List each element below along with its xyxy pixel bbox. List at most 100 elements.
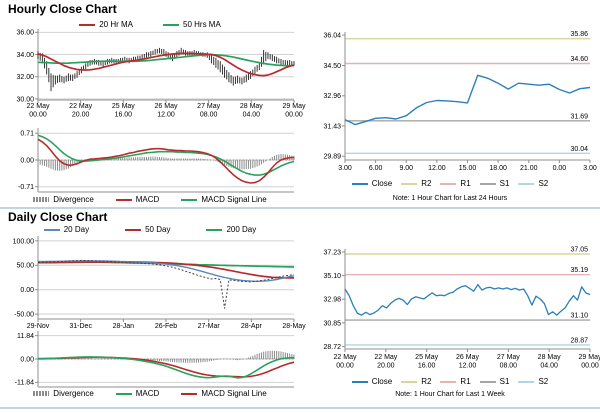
svg-text:27-Mar: 27-Mar <box>198 323 221 330</box>
legend-label: S2 <box>538 179 549 188</box>
svg-text:35.86: 35.86 <box>570 31 588 38</box>
legend-item-r2: R2 <box>401 377 431 386</box>
svg-text:36.04: 36.04 <box>323 33 341 40</box>
svg-text:9.00: 9.00 <box>399 165 413 172</box>
legend-label: MACD Signal Line <box>201 389 267 398</box>
legend-label: R1 <box>460 179 471 188</box>
legend-item-20hr-ma: 20 Hr MA <box>79 20 133 29</box>
svg-text:20.00: 20.00 <box>377 363 395 370</box>
s2-line-swatch <box>518 380 535 383</box>
legend-item-r2: R2 <box>401 179 431 188</box>
legend-label: MACD <box>135 389 160 398</box>
svg-text:20.00: 20.00 <box>72 112 90 119</box>
svg-text:-50.00: -50.00 <box>14 312 34 319</box>
svg-text:08.00: 08.00 <box>500 363 518 370</box>
daily-macd-legend: Divergence MACD MACD Signal Line <box>0 389 300 398</box>
svg-text:04.00: 04.00 <box>243 112 261 119</box>
svg-text:34.60: 34.60 <box>570 56 588 63</box>
s2-line-swatch <box>518 182 535 185</box>
svg-text:30.04: 30.04 <box>570 146 588 153</box>
svg-text:30.00: 30.00 <box>16 96 34 103</box>
svg-text:32.96: 32.96 <box>323 93 341 100</box>
red-line-swatch <box>125 228 142 231</box>
svg-text:00.00: 00.00 <box>336 363 354 370</box>
legend-item-200day: 200 Day <box>206 225 256 234</box>
svg-text:16.00: 16.00 <box>418 363 436 370</box>
daily-price-chart: -50.00 0.00 50.00 100.00 29-Nov 31-Dec 28-Jan 2… <box>13 236 306 330</box>
legend-label: 20 Hr MA <box>99 20 133 29</box>
legend-item-50hrs-ma: 50 Hrs MA <box>163 20 221 29</box>
hourly-pivot-legend: Close R2 R1 S1 S2 <box>300 179 600 188</box>
hourly-pivot-chart: 29.89 31.43 32.96 34.50 36.04 35.86 34.60 31.69… <box>323 31 597 172</box>
svg-text:28-Apr: 28-Apr <box>241 323 263 330</box>
svg-text:11.84: 11.84 <box>17 333 34 340</box>
svg-text:0.71: 0.71 <box>20 131 34 138</box>
svg-text:16.00: 16.00 <box>115 112 133 119</box>
legend-item-s1: S1 <box>479 179 509 188</box>
svg-text:100.00: 100.00 <box>13 238 35 245</box>
svg-text:28.87: 28.87 <box>570 337 588 344</box>
svg-text:32.00: 32.00 <box>16 74 34 81</box>
svg-text:12.00: 12.00 <box>459 363 477 370</box>
daily-macd-chart: -11.84 0.00 11.84 <box>15 331 295 388</box>
svg-text:0.00: 0.00 <box>20 356 34 363</box>
legend-item-close: Close <box>351 377 393 386</box>
hourly-chart-note: Note: 1 Hour Chart for Last 24 Hours <box>392 195 508 202</box>
svg-text:-11.84: -11.84 <box>15 380 34 387</box>
legend-item-close: Close <box>351 179 392 188</box>
svg-text:27 May: 27 May <box>197 103 220 110</box>
svg-text:22 May: 22 May <box>334 354 357 361</box>
legend-item-macd: MACD <box>115 389 160 398</box>
legend-item-macd-signal: MACD Signal Line <box>181 389 267 398</box>
svg-text:12.00: 12.00 <box>157 112 175 119</box>
legend-label: Close <box>371 377 393 386</box>
r2-line-swatch <box>401 380 418 383</box>
hourly-section-title: Hourly Close Chart <box>8 2 117 16</box>
svg-text:36.00: 36.00 <box>16 30 34 37</box>
hourly-macd-legend: Divergence MACD MACD Signal Line <box>0 195 300 204</box>
svg-text:22 May: 22 May <box>69 103 92 110</box>
svg-text:0.00: 0.00 <box>20 157 34 164</box>
blue-line-swatch <box>351 182 368 185</box>
svg-text:35.10: 35.10 <box>323 273 341 280</box>
daily-pivot-legend: Close R2 R1 S1 S2 <box>300 377 600 386</box>
green-line-swatch <box>163 23 179 26</box>
svg-text:3.00: 3.00 <box>338 165 352 172</box>
svg-text:50.00: 50.00 <box>16 263 34 270</box>
svg-text:37.23: 37.23 <box>323 249 341 256</box>
divergence-bar-swatch <box>33 391 50 396</box>
svg-text:26 May: 26 May <box>155 103 178 110</box>
svg-text:15.00: 15.00 <box>459 165 477 172</box>
hourly-price-chart: 30.00 32.00 34.00 36.00 22 May 00.00 22 May 20.… <box>16 29 306 119</box>
svg-text:34.50: 34.50 <box>323 63 341 70</box>
svg-text:37.05: 37.05 <box>570 247 588 254</box>
legend-label: 50 Day <box>145 225 171 234</box>
svg-text:28-Jan: 28-Jan <box>113 323 135 330</box>
svg-text:3.00: 3.00 <box>583 165 597 172</box>
legend-item-s2: S2 <box>518 179 548 188</box>
svg-text:29-Nov: 29-Nov <box>27 323 50 330</box>
r1-line-swatch <box>440 380 457 383</box>
s1-line-swatch <box>479 380 496 383</box>
svg-text:34.00: 34.00 <box>16 52 34 59</box>
legend-label: Divergence <box>53 195 94 204</box>
legend-item-macd-signal: MACD Signal Line <box>181 195 267 204</box>
green-line-swatch <box>181 198 198 201</box>
svg-text:31-Dec: 31-Dec <box>69 323 92 330</box>
svg-text:04.00: 04.00 <box>540 363 558 370</box>
legend-item-50day: 50 Day <box>125 225 170 234</box>
green-line-swatch <box>206 228 223 231</box>
r1-line-swatch <box>440 182 457 185</box>
svg-text:35.19: 35.19 <box>570 267 588 274</box>
daily-chart-note: Note: 1 Hour Chart for Last 1 Week <box>395 391 505 398</box>
red-line-swatch <box>115 198 132 201</box>
legend-item-macd: MACD <box>115 195 159 204</box>
svg-text:0.00: 0.00 <box>553 165 567 172</box>
red-line-swatch <box>181 392 198 395</box>
svg-text:26-Feb: 26-Feb <box>155 323 177 330</box>
legend-item-20day: 20 Day <box>43 225 89 234</box>
blue-line-swatch <box>43 228 60 231</box>
svg-text:6.00: 6.00 <box>369 165 383 172</box>
svg-text:18.00: 18.00 <box>489 165 507 172</box>
legend-label: 50 Hrs MA <box>183 20 221 29</box>
